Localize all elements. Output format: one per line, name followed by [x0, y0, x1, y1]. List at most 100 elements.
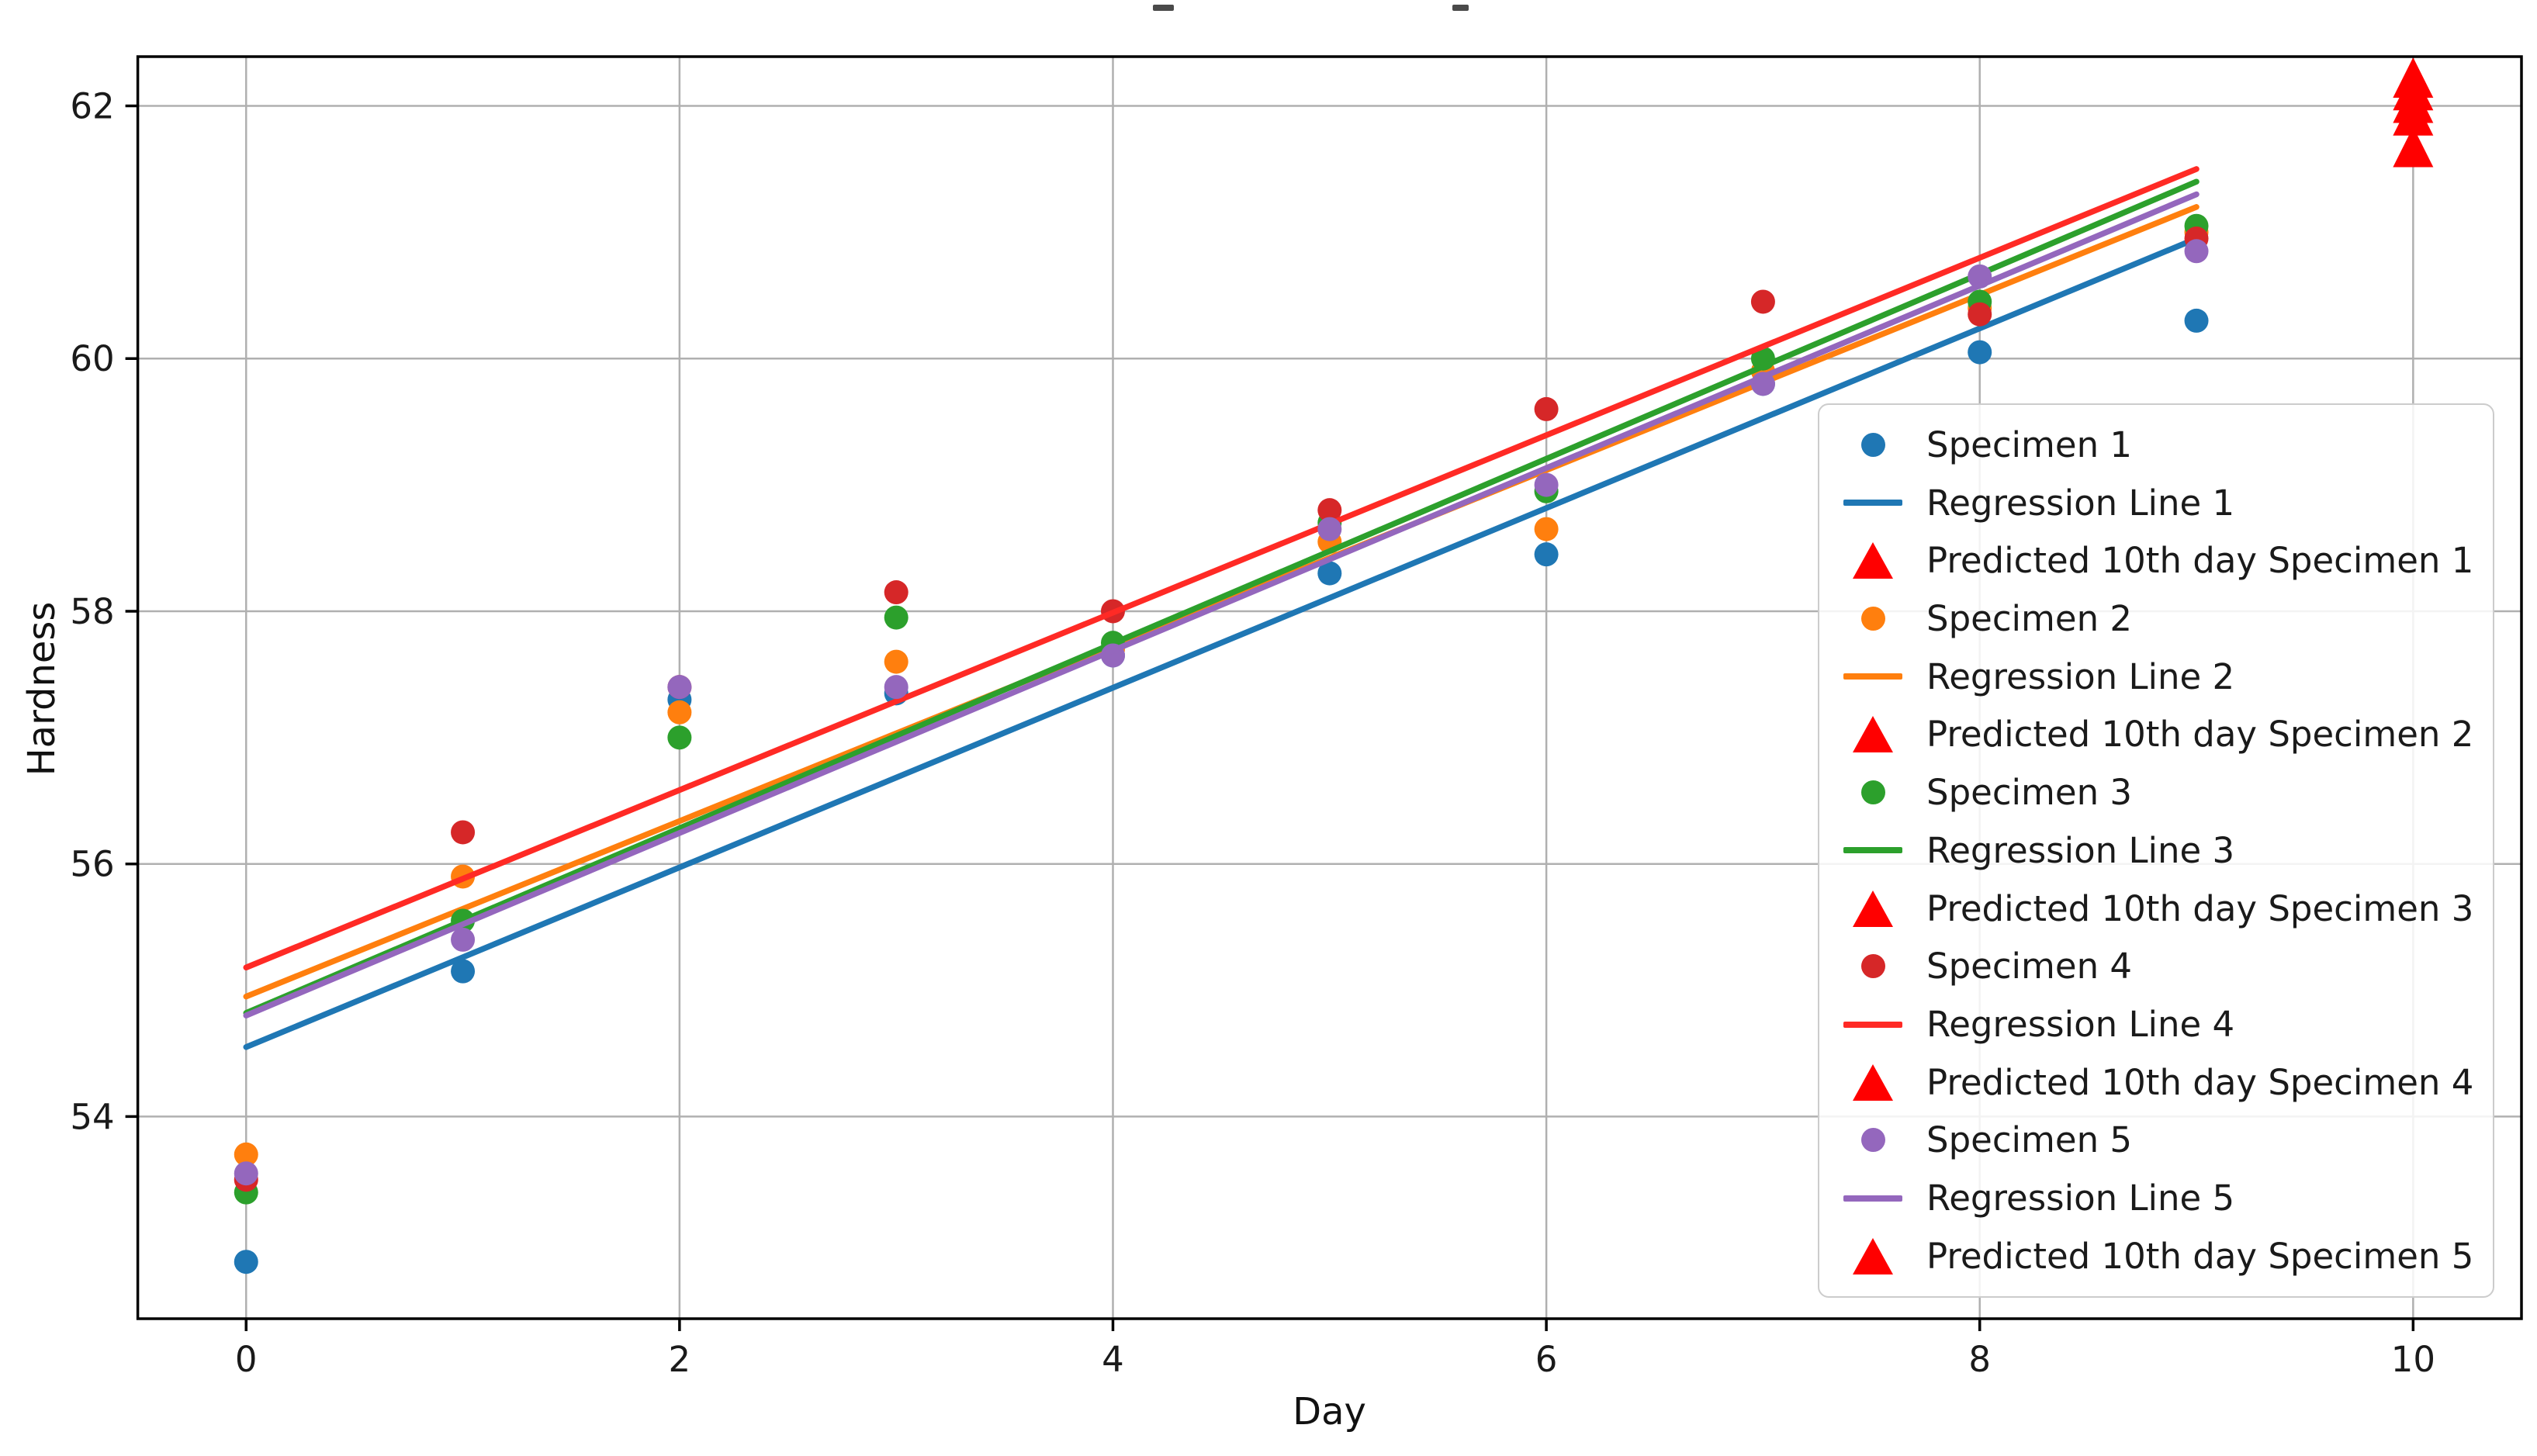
legend-label: Specimen 2: [1926, 598, 2133, 640]
plot-border: [136, 55, 2523, 1320]
data-point-specimen5-day9: [2184, 239, 2209, 264]
data-point-specimen5-day6: [1534, 472, 1559, 497]
legend-item-specimen-4: Specimen 4: [1827, 939, 2485, 994]
legend-label: Predicted 10th day Specimen 5: [1926, 1235, 2474, 1277]
data-point-specimen1-day5: [1317, 561, 1342, 586]
y-tick-label-62: 62: [70, 86, 114, 127]
legend-item-specimen-2: Specimen 2: [1827, 591, 2485, 647]
data-point-specimen1-day9: [2184, 308, 2209, 333]
legend-item-prediction-4: Predicted 10th day Specimen 4: [1827, 1054, 2485, 1110]
legend-item-prediction-2: Predicted 10th day Specimen 2: [1827, 707, 2485, 763]
data-point-specimen4-day8: [1968, 302, 1992, 327]
legend-label: Regression Line 3: [1926, 829, 2235, 871]
prediction-marker-specimen5: [2393, 82, 2434, 123]
data-point-specimen1-day1: [451, 959, 476, 984]
legend-item-specimen-3: Specimen 3: [1827, 765, 2485, 821]
y-tick-label-60: 60: [70, 338, 114, 379]
triangle-marker-icon: [1827, 1063, 1919, 1101]
y-tick-label-58: 58: [70, 591, 114, 632]
legend-label: Regression Line 5: [1926, 1178, 2235, 1219]
x-tick-label-10: 10: [2391, 1339, 2435, 1380]
data-point-specimen3-day3: [884, 605, 909, 630]
data-point-specimen4-day3: [884, 580, 909, 605]
x-tick-label-4: 4: [1102, 1339, 1124, 1380]
x-tick-label-2: 2: [669, 1339, 691, 1380]
cropped-title-remnant: [1452, 5, 1469, 11]
x-axis-label: Day: [1293, 1390, 1366, 1434]
dot-marker-icon: [1827, 780, 1919, 805]
x-tick-label-0: 0: [235, 1339, 258, 1380]
legend-label: Specimen 4: [1926, 946, 2133, 987]
data-point-specimen4-day1: [451, 820, 476, 845]
prediction-marker-specimen1: [2393, 126, 2434, 168]
legend-label: Predicted 10th day Specimen 3: [1926, 887, 2474, 929]
legend-item-specimen-1: Specimen 1: [1827, 417, 2485, 472]
prediction-marker-specimen4: [2393, 57, 2434, 98]
dot-marker-icon: [1827, 1128, 1919, 1153]
x-tick-label-8: 8: [1968, 1339, 1991, 1380]
line-sample-icon: [1827, 1195, 1919, 1202]
dot-marker-icon: [1827, 954, 1919, 979]
axis-ticks: [125, 104, 2415, 1331]
regression-line-1: [243, 235, 2200, 1050]
legend-item-regression-line-5: Regression Line 5: [1827, 1171, 2485, 1226]
legend-label: Predicted 10th day Specimen 4: [1926, 1061, 2474, 1103]
regression-line-5: [243, 191, 2200, 1019]
line-sample-icon: [1827, 847, 1919, 854]
y-tick-label-54: 54: [70, 1096, 114, 1137]
data-point-specimen4-day7: [1750, 289, 1775, 314]
data-point-specimen5-day0: [234, 1161, 258, 1186]
legend-item-regression-line-2: Regression Line 2: [1827, 648, 2485, 704]
legend-item-regression-line-4: Regression Line 4: [1827, 997, 2485, 1053]
data-point-specimen2-day2: [667, 700, 692, 725]
data-point-specimen2-day6: [1534, 517, 1559, 541]
legend-item-prediction-3: Predicted 10th day Specimen 3: [1827, 880, 2485, 936]
legend-item-prediction-5: Predicted 10th day Specimen 5: [1827, 1228, 2485, 1284]
legend-item-regression-line-3: Regression Line 3: [1827, 822, 2485, 878]
legend-label: Specimen 3: [1926, 772, 2133, 814]
line-sample-icon: [1827, 673, 1919, 680]
legend-item-prediction-1: Predicted 10th day Specimen 1: [1827, 533, 2485, 589]
data-point-specimen5-day3: [884, 675, 909, 700]
data-point-specimen2-day0: [234, 1142, 258, 1167]
tick-labels: 0 2 4 6 8 10 54 56 58 60 62: [70, 86, 2435, 1380]
triangle-marker-icon: [1827, 1237, 1919, 1274]
series-specimen-5: [234, 82, 2434, 1186]
data-point-specimen5-day1: [451, 927, 476, 952]
y-axis-label: Hardness: [20, 601, 64, 776]
data-point-specimen4-day6: [1534, 396, 1559, 421]
x-tick-label-6: 6: [1535, 1339, 1558, 1380]
regression-line-2: [243, 204, 2200, 1000]
data-point-specimen1-day8: [1968, 340, 1992, 365]
data-point-specimen4-day5: [1317, 498, 1342, 523]
line-sample-icon: [1827, 500, 1919, 507]
data-point-specimen5-day5: [1317, 517, 1342, 541]
data-point-specimen3-day2: [667, 725, 692, 750]
legend-item-specimen-5: Specimen 5: [1827, 1112, 2485, 1168]
legend-label: Specimen 1: [1926, 424, 2133, 465]
legend-label: Regression Line 4: [1926, 1004, 2235, 1046]
data-point-specimen2-day3: [884, 649, 909, 674]
legend: Specimen 1 Regression Line 1 Predicted 10t…: [1818, 403, 2494, 1298]
legend-label: Predicted 10th day Specimen 2: [1926, 714, 2474, 756]
legend-item-regression-line-1: Regression Line 1: [1827, 475, 2485, 531]
regression-line-4: [243, 166, 2200, 970]
line-sample-icon: [1827, 1021, 1919, 1028]
legend-label: Specimen 5: [1926, 1119, 2133, 1161]
regression-line-3: [243, 178, 2200, 1016]
legend-label: Regression Line 2: [1926, 655, 2235, 697]
triangle-marker-icon: [1827, 542, 1919, 579]
dot-marker-icon: [1827, 432, 1919, 457]
data-point-specimen5-day2: [667, 675, 692, 700]
legend-label: Regression Line 1: [1926, 482, 2235, 524]
y-tick-label-56: 56: [70, 844, 114, 885]
cropped-title-remnant: [1153, 5, 1174, 11]
legend-label: Predicted 10th day Specimen 1: [1926, 540, 2474, 582]
dot-marker-icon: [1827, 607, 1919, 631]
triangle-marker-icon: [1827, 716, 1919, 753]
data-point-specimen1-day0: [234, 1250, 258, 1274]
triangle-marker-icon: [1827, 890, 1919, 927]
data-point-specimen1-day6: [1534, 542, 1559, 567]
